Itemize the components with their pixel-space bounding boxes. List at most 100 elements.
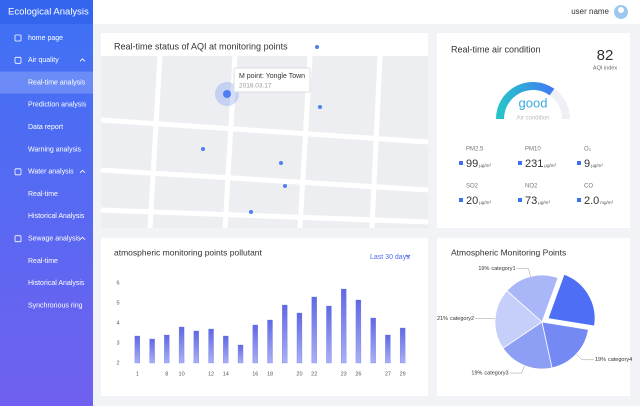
bar: [385, 334, 391, 364]
bar: [355, 299, 362, 364]
bar: [134, 335, 141, 364]
sidebar: [0, 0, 93, 406]
bar: [193, 330, 199, 364]
y-tick-label: 6: [116, 280, 119, 286]
pollutant-name: NO2: [525, 184, 538, 190]
range-select[interactable]: Last 30 days: [370, 254, 410, 261]
popup: [233, 67, 311, 93]
submenu-item[interactable]: Real-time: [28, 258, 58, 265]
pollutant-dot: [459, 198, 463, 202]
pollutant-value: 99: [466, 158, 478, 170]
bar: [326, 305, 332, 364]
x-tick-label: 27: [385, 371, 391, 377]
submenu-item[interactable]: Historical Analysis: [28, 280, 85, 287]
panel-title: Atmospheric Monitoring Points: [451, 247, 566, 257]
pie-category-label: category2: [450, 316, 474, 322]
app-title: Ecological Analysis: [8, 7, 89, 18]
pollutant-dot: [577, 198, 581, 202]
y-tick-label: 5: [116, 300, 119, 306]
map-point[interactable]: [318, 105, 322, 109]
leader-line: [516, 268, 531, 277]
bar: [237, 344, 244, 364]
pollutant-name: PM10: [525, 147, 541, 153]
bar: [149, 338, 155, 364]
pollutant-unit: μg/m³: [538, 200, 550, 205]
bar: [296, 312, 303, 364]
pie-slice[interactable]: [494, 290, 543, 349]
x-tick-label: 29: [400, 371, 406, 377]
menu-active: [0, 71, 93, 94]
bar: [370, 317, 376, 364]
pollutant-value: 2.0: [584, 195, 599, 207]
status-label: Air condition: [516, 116, 549, 122]
bar-panel: atmospheric monitoring points pollutant …: [101, 238, 428, 396]
pie-value-label: 21%: [437, 316, 448, 322]
bar: [178, 326, 185, 364]
panel: [437, 33, 630, 228]
panel: [101, 238, 428, 396]
submenu-item[interactable]: Warning analysis: [28, 146, 82, 153]
menu-item[interactable]: Air quality: [28, 57, 59, 64]
popup-name: M point: Yongle Town: [239, 73, 305, 80]
x-tick-label: 23: [341, 371, 347, 377]
map-point[interactable]: [283, 184, 287, 188]
pollutant-value: 231: [525, 158, 543, 170]
pollutant-name: PM2.5: [466, 147, 484, 153]
bar: [282, 304, 288, 364]
bar: [208, 328, 214, 364]
y-tick-label: 2: [116, 360, 119, 366]
pollutant-value: 9: [584, 158, 590, 170]
dropdown-arrow[interactable]: [405, 254, 411, 258]
leader-line: [475, 318, 496, 320]
submenu-item[interactable]: Synchronous ring: [28, 302, 83, 309]
map-point[interactable]: [249, 210, 253, 214]
aqi-value: 82: [597, 47, 614, 64]
panel-title: atmospheric monitoring points pollutant: [114, 247, 263, 257]
menu-item[interactable]: Sewage analysis: [28, 236, 81, 243]
menu-item[interactable]: home page: [28, 35, 63, 42]
x-tick-label: 8: [165, 371, 168, 377]
pollutant-unit: mg/m³: [600, 200, 613, 205]
menu-icon: [14, 56, 22, 64]
menu-icon: [14, 34, 22, 42]
x-tick-label: 14: [223, 371, 229, 377]
menu-icon: [14, 168, 22, 176]
chevron: [79, 58, 86, 62]
map-point[interactable]: [201, 147, 205, 151]
gauge: [496, 82, 555, 120]
map-point[interactable]: [315, 45, 319, 49]
map-point[interactable]: [279, 161, 283, 165]
x-tick-label: 20: [296, 371, 302, 377]
pollutant-dot: [459, 161, 463, 165]
pie-value-label: 19%: [478, 266, 489, 272]
popup-date: 2018.03.17: [239, 83, 272, 90]
menu-item[interactable]: Water analysis: [28, 169, 74, 176]
status: good: [519, 95, 548, 110]
submenu-item[interactable]: Data report: [28, 124, 63, 131]
map-point[interactable]: [223, 90, 231, 98]
top-bar: [93, 0, 640, 24]
user-name[interactable]: user name: [571, 7, 609, 16]
pie-slice[interactable]: [547, 273, 596, 327]
pollutant-value: 20: [466, 195, 478, 207]
pollutant-value: 73: [525, 195, 537, 207]
y-tick-label: 4: [116, 320, 119, 326]
pollutant-unit: μg/m³: [591, 163, 603, 168]
submenu-item[interactable]: Prediction analysis: [28, 102, 87, 109]
chevron: [79, 236, 86, 240]
menu-icon: [14, 235, 22, 243]
air-panel: Real-time air condition 82 AQI index goo…: [437, 33, 630, 228]
sidebar-header: [0, 0, 93, 24]
pollutant-unit: μg/m³: [479, 200, 491, 205]
submenu-item[interactable]: Real-time analysis: [28, 79, 86, 86]
bar: [341, 288, 347, 364]
pollutant-unit: μg/m³: [479, 163, 491, 168]
pollutant-unit: μg/m³: [544, 163, 556, 168]
submenu-item[interactable]: Real-time: [28, 191, 58, 198]
x-tick-label: 10: [179, 371, 185, 377]
pie-category-label: category1: [491, 266, 515, 272]
x-tick-label: 16: [252, 371, 258, 377]
submenu-item[interactable]: Historical Analysis: [28, 213, 85, 220]
x-tick-label: 26: [355, 371, 361, 377]
